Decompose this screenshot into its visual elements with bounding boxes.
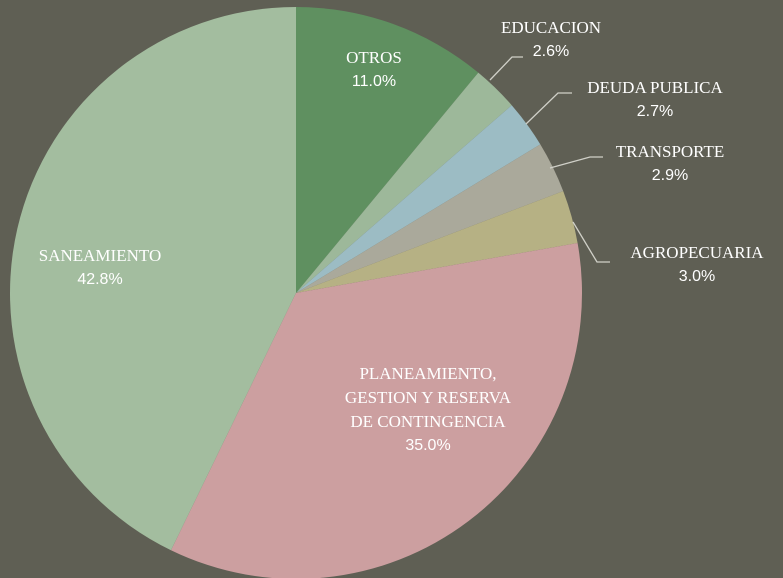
data-label: EDUCACION 2.6%: [501, 16, 601, 64]
category-label: TRANSPORTE: [615, 142, 725, 161]
leader-line: [572, 221, 610, 263]
category-label: PLANEAMIENTO, GESTION Y RESERVA DE CONTI…: [344, 364, 512, 431]
data-label: TRANSPORTE 2.9%: [616, 140, 725, 188]
pie-slice: [296, 72, 512, 293]
data-label: OTROS 11.0%: [346, 46, 402, 94]
data-label: AGROPECUARIA 3.0%: [630, 241, 763, 289]
value-label: 11.0%: [351, 73, 397, 90]
pie-slice: [170, 242, 582, 578]
leader-line: [525, 92, 572, 125]
value-label: 42.8%: [77, 271, 123, 288]
pie-slice: [296, 144, 564, 293]
pie-slice: [296, 105, 541, 293]
value-label: 2.6%: [532, 43, 570, 60]
pie-slice: [296, 191, 578, 293]
category-label: OTROS: [346, 48, 402, 67]
value-label: 35.0%: [405, 437, 451, 454]
data-label: SANEAMIENTO 42.8%: [39, 244, 161, 292]
value-label: 3.0%: [678, 268, 716, 285]
category-label: AGROPECUARIA: [630, 243, 764, 262]
category-label: SANEAMIENTO: [38, 246, 162, 265]
pie-slice: [10, 7, 297, 551]
data-label: PLANEAMIENTO, GESTION Y RESERVA DE CONTI…: [338, 362, 518, 458]
category-label: EDUCACION: [500, 18, 602, 37]
leader-line: [489, 56, 523, 81]
value-label: 2.7%: [636, 103, 674, 120]
data-label: DEUDA PUBLICA 2.7%: [587, 76, 723, 124]
leader-line: [549, 156, 603, 169]
category-label: DEUDA PUBLICA: [587, 78, 723, 97]
value-label: 2.9%: [651, 167, 689, 184]
pie-slice: [296, 7, 479, 293]
